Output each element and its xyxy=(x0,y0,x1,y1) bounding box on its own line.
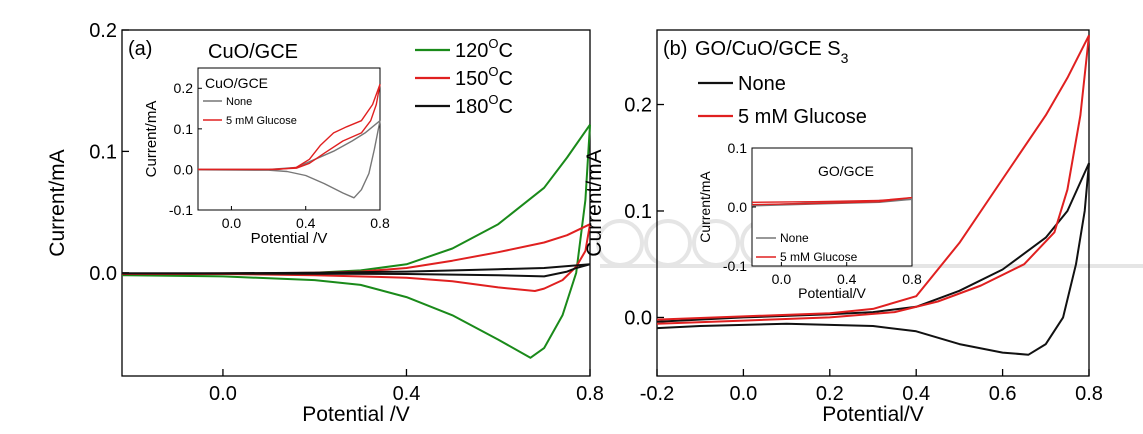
title-subscript: 3 xyxy=(841,50,849,66)
plot-frame xyxy=(121,29,591,377)
chart-title: GO/CuO/GCE S3 xyxy=(695,38,849,66)
x-axis-label: Potential/V xyxy=(822,403,924,426)
x-tick-label: 0.8 xyxy=(902,271,922,287)
y-tick-label: -0.1 xyxy=(723,258,747,274)
x-tick-label: 0.0 xyxy=(772,271,792,287)
y-tick-label: 0.1 xyxy=(624,201,652,223)
series-1-forward-line xyxy=(121,223,591,275)
inset-legend-label: 5 mM Glucose xyxy=(780,250,858,264)
y-axis-label: Current/mA xyxy=(46,149,69,256)
series-0-reverse-line xyxy=(197,120,381,199)
legend-label: 180OC xyxy=(455,92,513,118)
inset-legend-label: None xyxy=(780,231,809,245)
x-axis-label: Potential /V xyxy=(251,230,328,247)
x-tick-label: 0.0 xyxy=(729,383,757,405)
x-tick-label: 0.4 xyxy=(837,271,857,287)
y-axis-label: Current/mA xyxy=(143,101,160,178)
chart-title: CuO/GCE xyxy=(208,41,298,63)
legend-unit: C xyxy=(499,40,513,62)
x-axis-label: Potential /V xyxy=(302,403,409,426)
x-tick-label: 0.4 xyxy=(296,215,316,231)
series-2-reverse-line xyxy=(121,263,591,278)
x-tick-label: 0.2 xyxy=(816,383,844,405)
chart-panel-b: -0.2 0.0 0.2 0.4 0.6 0.80.00.10.2Potential/VC… xyxy=(583,29,1103,426)
legend-label: 120OC xyxy=(455,36,513,62)
chart-panel-a: 0.0 0.4 0.8 0.0 0.1 0.2 Potential /V Current/mA… xyxy=(46,20,604,426)
y-tick-label: 0.1 xyxy=(728,140,748,156)
y-tick-label: 0.0 xyxy=(89,263,117,285)
y-tick-label: 0.1 xyxy=(174,121,194,137)
x-tick-label: 0.4 xyxy=(902,383,930,405)
series-2-forward-line xyxy=(121,263,591,275)
series-1-reverse-line xyxy=(122,224,591,292)
legend-unit: C xyxy=(499,68,513,90)
y-tick-label: 0.2 xyxy=(174,80,194,96)
inset-title: CuO/GCE xyxy=(205,75,268,91)
y-tick-label: 0.1 xyxy=(89,141,117,163)
legend-label: None xyxy=(738,73,786,95)
legend-superscript: O xyxy=(488,64,498,79)
y-axis-label: Current/mA xyxy=(697,171,713,243)
x-axis-label: Potential/V xyxy=(798,285,866,301)
inset-title: GO/GCE xyxy=(818,163,874,179)
y-tick-label: 0.2 xyxy=(624,95,652,117)
y-tick-label: 0.0 xyxy=(728,199,748,215)
inset-legend-label: 5 mM Glucose xyxy=(226,115,297,127)
series-0-reverse-line xyxy=(656,163,1090,356)
panel-label: (b) xyxy=(663,38,687,60)
x-tick-label: 0.0 xyxy=(209,383,237,405)
y-axis-label: Current/mA xyxy=(583,149,606,256)
y-tick-label: 0.0 xyxy=(174,161,194,177)
series-1-reverse-line xyxy=(656,35,1090,325)
x-tick-label: 0.8 xyxy=(576,383,604,405)
inset-background xyxy=(198,68,380,210)
legend-superscript: O xyxy=(488,92,498,107)
series-1-forward-line xyxy=(656,34,1090,321)
legend-label: 150OC xyxy=(455,64,513,90)
inset-legend-label: None xyxy=(226,96,252,108)
legend-unit: C xyxy=(499,96,513,118)
x-tick-label: 0.6 xyxy=(989,383,1017,405)
x-tick-label: 0.8 xyxy=(1075,383,1103,405)
legend-superscript: O xyxy=(488,36,498,51)
plot-frame xyxy=(197,67,381,211)
y-tick-label: 0.0 xyxy=(624,307,652,329)
x-tick-label: 0.8 xyxy=(370,215,390,231)
series-1-reverse-line xyxy=(198,84,381,171)
inset-background xyxy=(752,148,912,266)
x-tick-label: -0.2 xyxy=(640,383,674,405)
plot-frame xyxy=(656,29,1090,377)
x-tick-label: 0.0 xyxy=(222,215,242,231)
x-tick-label: 0.4 xyxy=(393,383,421,405)
panel-label: (a) xyxy=(128,38,152,60)
series-0-reverse-line xyxy=(121,124,591,359)
series-1-reverse-line xyxy=(751,196,913,206)
y-tick-label: -0.1 xyxy=(169,202,193,218)
y-tick-label: 0.2 xyxy=(89,20,117,42)
legend-label: 5 mM Glucose xyxy=(738,106,867,128)
